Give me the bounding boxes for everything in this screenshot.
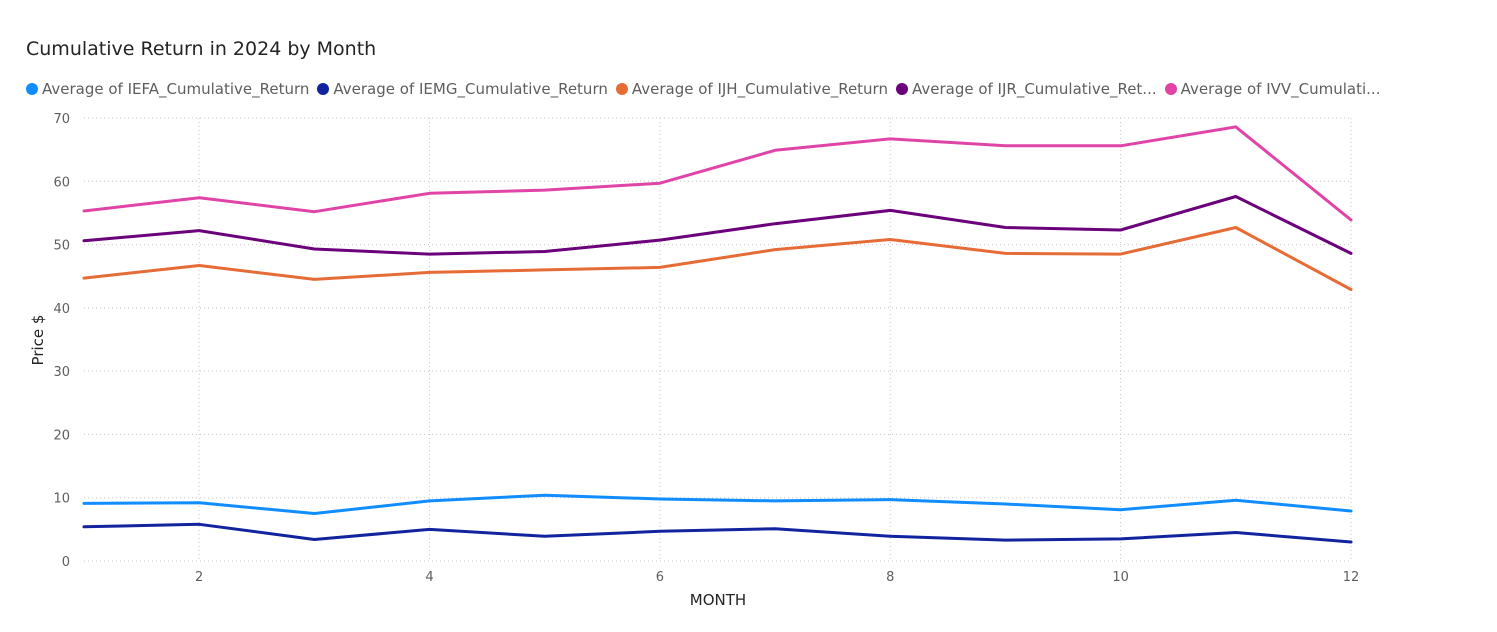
series-line-4[interactable] bbox=[82, 195, 1353, 256]
y-tick-label: 30 bbox=[53, 365, 70, 380]
gridlines bbox=[84, 117, 1352, 562]
series-line-1[interactable] bbox=[82, 493, 1353, 515]
x-axis-ticks: 2 4 6 8 10 12 bbox=[195, 570, 1359, 585]
y-tick-label: 70 bbox=[53, 112, 70, 127]
y-tick-label: 0 bbox=[62, 555, 70, 570]
y-tick-label: 50 bbox=[53, 239, 70, 254]
y-axis-ticks: 0 10 20 30 40 50 60 70 bbox=[53, 112, 70, 570]
x-tick-label: 2 bbox=[195, 570, 203, 585]
x-tick-label: 8 bbox=[886, 570, 894, 585]
legend-dot-icon bbox=[1164, 83, 1177, 95]
x-tick-label: 10 bbox=[1112, 570, 1129, 585]
y-tick-label: 60 bbox=[53, 175, 70, 190]
y-axis-title: Price $ bbox=[29, 315, 47, 366]
legend-item-ivv[interactable]: Average of IVV_Cumulati... bbox=[1164, 80, 1380, 98]
series-line-3[interactable] bbox=[82, 226, 1353, 291]
legend-item-iefa[interactable]: Average of IEFA_Cumulative_Return bbox=[26, 80, 309, 98]
legend-item-ijr[interactable]: Average of IJR_Cumulative_Ret... bbox=[895, 80, 1157, 98]
chart-title: Cumulative Return in 2024 by Month bbox=[26, 38, 377, 60]
y-tick-label: 40 bbox=[53, 302, 70, 317]
y-tick-label: 10 bbox=[53, 492, 70, 507]
x-tick-label: 12 bbox=[1343, 570, 1360, 585]
x-axis-title: MONTH bbox=[690, 591, 746, 609]
legend-dot-icon bbox=[615, 83, 628, 95]
x-tick-label: 6 bbox=[656, 570, 664, 585]
legend-dot-icon bbox=[317, 83, 330, 95]
series-line-2[interactable] bbox=[82, 522, 1353, 544]
legend-item-ijh[interactable]: Average of IJH_Cumulative_Return bbox=[615, 80, 888, 98]
legend-dot-icon bbox=[26, 83, 38, 95]
legend-item-iemg[interactable]: Average of IEMG_Cumulative_Return bbox=[317, 80, 608, 98]
y-tick-label: 20 bbox=[53, 428, 70, 443]
legend-dot-icon bbox=[895, 83, 908, 95]
chart-legend: Average of IEFA_Cumulative_Return Averag… bbox=[26, 78, 1388, 100]
series-line-5[interactable] bbox=[82, 125, 1353, 222]
series-lines bbox=[82, 125, 1353, 544]
x-tick-label: 4 bbox=[425, 570, 433, 585]
